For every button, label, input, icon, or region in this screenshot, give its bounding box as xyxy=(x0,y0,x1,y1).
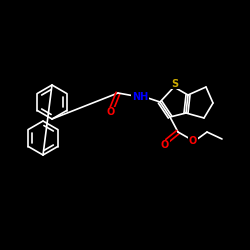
Text: O: O xyxy=(107,107,115,117)
Text: S: S xyxy=(172,79,178,89)
Text: O: O xyxy=(161,140,169,150)
Text: O: O xyxy=(189,136,197,146)
Text: NH: NH xyxy=(132,92,148,102)
